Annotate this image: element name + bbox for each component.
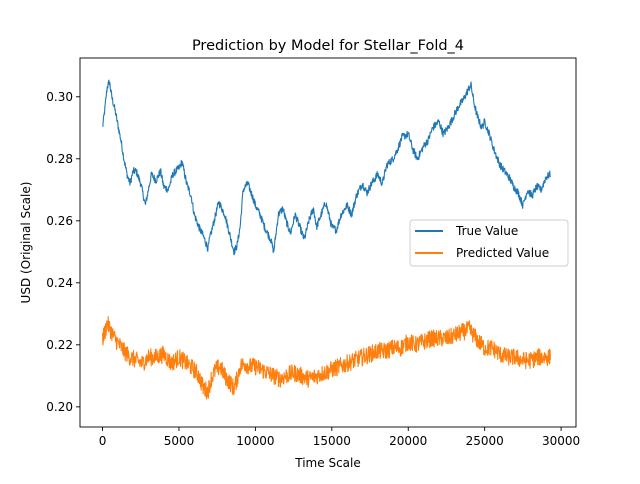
legend-label-true-value: True Value <box>455 224 518 238</box>
legend-box <box>409 219 569 267</box>
legend-label-predicted-value: Predicted Value <box>456 246 549 260</box>
y-axis: 0.20 0.22 0.24 0.26 0.28 0.30 <box>46 90 80 414</box>
series-layer <box>102 79 551 400</box>
chart-title: Prediction by Model for Stellar_Fold_4 <box>192 38 464 54</box>
legend: True Value Predicted Value <box>409 219 569 267</box>
y-tick-label: 0.28 <box>46 152 73 166</box>
plot-area-frame <box>79 57 577 428</box>
y-tick-label: 0.24 <box>46 276 73 290</box>
x-axis: 0 5000 10000 15000 20000 25000 30000 <box>99 427 580 448</box>
x-tick-label: 25000 <box>466 434 504 448</box>
x-tick-label: 15000 <box>313 434 351 448</box>
x-tick-label: 10000 <box>236 434 274 448</box>
x-tick-label: 20000 <box>389 434 427 448</box>
x-tick-label: 30000 <box>542 434 580 448</box>
y-tick-label: 0.30 <box>46 90 73 104</box>
series-line-true-value <box>102 79 551 256</box>
y-tick-label: 0.20 <box>46 400 73 414</box>
x-tick-label: 5000 <box>164 434 195 448</box>
series-line-predicted-value <box>102 316 551 400</box>
x-tick-label: 0 <box>99 434 107 448</box>
y-tick-label: 0.22 <box>46 338 73 352</box>
y-tick-label: 0.26 <box>46 214 73 228</box>
x-axis-label: Time Scale <box>294 456 360 470</box>
y-axis-label: USD (Original Scale) <box>19 182 33 304</box>
